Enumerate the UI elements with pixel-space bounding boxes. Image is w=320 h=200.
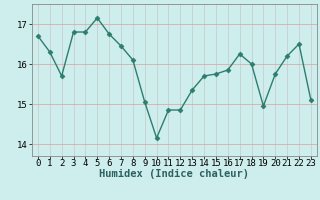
X-axis label: Humidex (Indice chaleur): Humidex (Indice chaleur) <box>100 169 249 179</box>
